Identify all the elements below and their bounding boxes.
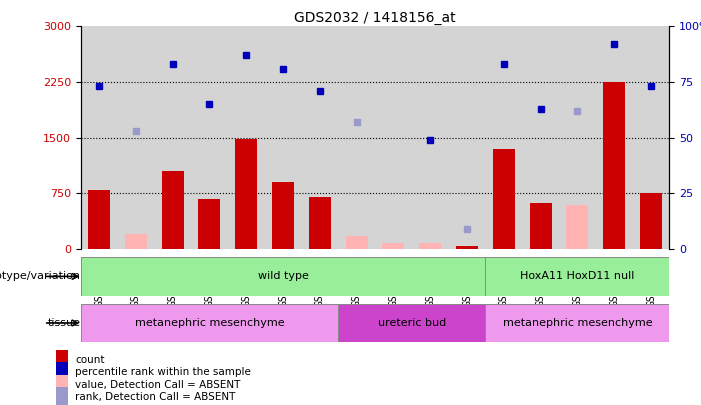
Bar <box>161 171 184 249</box>
Text: HoxA11 HoxD11 null: HoxA11 HoxD11 null <box>520 271 634 281</box>
Bar <box>154 26 191 249</box>
Bar <box>191 26 228 249</box>
Bar <box>55 375 68 394</box>
Bar <box>338 26 375 249</box>
Bar <box>88 190 110 249</box>
Text: percentile rank within the sample: percentile rank within the sample <box>75 367 251 377</box>
Bar <box>265 26 301 249</box>
Bar <box>493 149 515 249</box>
Bar <box>81 26 118 249</box>
Bar <box>375 26 412 249</box>
Text: tissue: tissue <box>48 318 81 328</box>
Bar <box>81 304 338 342</box>
Bar <box>118 26 154 249</box>
Text: metanephric mesenchyme: metanephric mesenchyme <box>503 318 652 328</box>
Bar <box>55 362 68 382</box>
Bar <box>236 139 257 249</box>
Bar <box>198 198 221 249</box>
Text: count: count <box>75 355 104 364</box>
Bar <box>596 26 632 249</box>
Text: genotype/variation: genotype/variation <box>0 271 81 281</box>
Bar <box>346 236 367 249</box>
Bar <box>566 205 588 249</box>
Text: wild type: wild type <box>257 271 308 281</box>
Bar <box>522 26 559 249</box>
Bar <box>81 257 485 296</box>
Bar <box>338 304 485 342</box>
Bar <box>559 26 596 249</box>
Bar <box>55 350 68 369</box>
Text: value, Detection Call = ABSENT: value, Detection Call = ABSENT <box>75 379 240 390</box>
Bar <box>383 243 404 249</box>
Text: ureteric bud: ureteric bud <box>378 318 446 328</box>
Bar <box>449 26 485 249</box>
Bar <box>301 26 338 249</box>
Bar <box>419 243 442 249</box>
Bar <box>125 234 147 249</box>
Bar <box>228 26 265 249</box>
Bar <box>485 257 669 296</box>
Bar <box>485 26 522 249</box>
Bar <box>632 26 669 249</box>
Bar <box>308 197 331 249</box>
Bar <box>529 203 552 249</box>
Bar <box>55 387 68 405</box>
Title: GDS2032 / 1418156_at: GDS2032 / 1418156_at <box>294 11 456 25</box>
Text: rank, Detection Call = ABSENT: rank, Detection Call = ABSENT <box>75 392 236 402</box>
Bar <box>485 304 669 342</box>
Bar <box>640 194 662 249</box>
Bar <box>272 182 294 249</box>
Bar <box>456 246 478 249</box>
Bar <box>603 82 625 249</box>
Text: metanephric mesenchyme: metanephric mesenchyme <box>135 318 284 328</box>
Bar <box>412 26 449 249</box>
